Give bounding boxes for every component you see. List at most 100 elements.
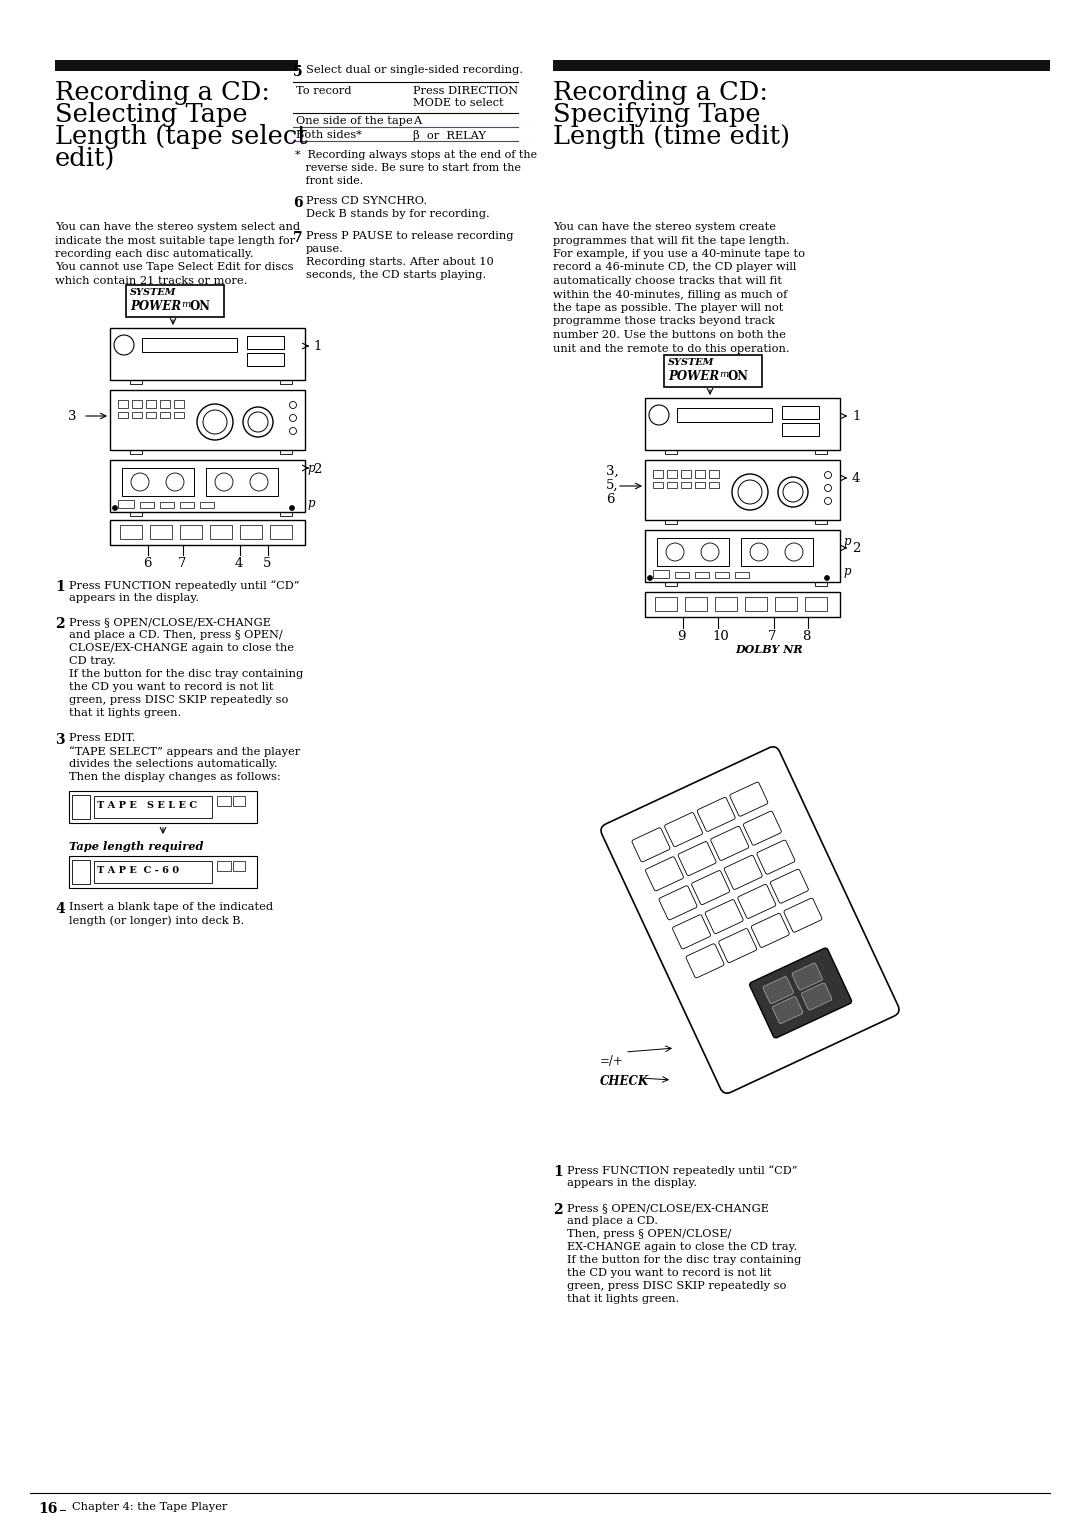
FancyBboxPatch shape (801, 983, 832, 1010)
Bar (94, 860, 212, 883)
Bar (160, 503, 174, 507)
FancyBboxPatch shape (784, 898, 822, 932)
Bar (69, 856, 257, 888)
Text: 3,: 3, (606, 465, 619, 478)
FancyBboxPatch shape (725, 856, 762, 889)
Text: Then, press § OPEN/CLOSE/: Then, press § OPEN/CLOSE/ (567, 1229, 731, 1239)
Text: If the button for the disc tray containing: If the button for the disc tray containi… (69, 669, 303, 678)
Text: 2: 2 (553, 1203, 563, 1216)
Text: automatically choose tracks that will fit: automatically choose tracks that will fi… (553, 277, 782, 286)
Bar (745, 597, 767, 611)
Bar (110, 390, 305, 451)
Text: programme those tracks beyond track: programme those tracks beyond track (553, 316, 774, 327)
Bar (174, 400, 184, 408)
Bar (645, 591, 840, 617)
Text: Press CD SYNCHRO.: Press CD SYNCHRO. (306, 196, 427, 206)
Bar (653, 481, 663, 487)
Text: 3: 3 (55, 733, 65, 747)
Text: that it lights green.: that it lights green. (69, 707, 181, 718)
Bar (210, 526, 232, 539)
FancyBboxPatch shape (772, 996, 802, 1024)
FancyBboxPatch shape (659, 886, 697, 920)
Text: Insert a blank tape of the indicated: Insert a blank tape of the indicated (69, 902, 273, 912)
Bar (645, 530, 840, 582)
FancyBboxPatch shape (632, 828, 670, 862)
Bar (130, 512, 141, 516)
FancyBboxPatch shape (738, 885, 775, 918)
Text: POWER: POWER (669, 370, 719, 384)
Text: ON: ON (189, 299, 210, 313)
Text: If the button for the disc tray containing: If the button for the disc tray containi… (567, 1254, 801, 1265)
Text: m: m (181, 299, 190, 309)
Text: Then the display changes as follows:: Then the display changes as follows: (69, 772, 281, 782)
Bar (233, 796, 245, 805)
Text: CD tray.: CD tray. (69, 656, 116, 666)
Bar (200, 503, 214, 507)
Bar (280, 451, 292, 454)
Bar (160, 400, 170, 408)
Bar (110, 520, 305, 545)
Text: Both sides*: Both sides* (296, 130, 362, 141)
Text: SYSTEM: SYSTEM (669, 358, 714, 367)
Text: Select dual or single-sided recording.: Select dual or single-sided recording. (306, 66, 523, 75)
Text: Tape length required: Tape length required (69, 840, 203, 853)
Bar (180, 503, 194, 507)
FancyBboxPatch shape (743, 811, 781, 845)
Bar (55, 60, 298, 70)
Bar (664, 354, 762, 387)
Text: indicate the most suitable tape length for: indicate the most suitable tape length f… (55, 235, 295, 246)
Text: POWER: POWER (130, 299, 181, 313)
Text: “TAPE SELECT” appears and the player: “TAPE SELECT” appears and the player (69, 746, 300, 756)
Bar (130, 380, 141, 384)
Text: 6: 6 (143, 558, 151, 570)
Bar (132, 413, 141, 419)
Bar (708, 471, 719, 478)
Bar (233, 860, 245, 871)
FancyBboxPatch shape (752, 914, 789, 947)
Bar (280, 380, 292, 384)
Bar (174, 413, 184, 419)
Bar (118, 400, 129, 408)
Circle shape (648, 576, 652, 581)
Text: 4: 4 (235, 558, 243, 570)
FancyBboxPatch shape (678, 842, 716, 876)
Bar (696, 481, 705, 487)
Bar (665, 451, 677, 454)
Text: 5,: 5, (606, 478, 619, 492)
Text: Press § OPEN/CLOSE/EX-CHANGE: Press § OPEN/CLOSE/EX-CHANGE (69, 617, 271, 626)
Text: To record: To record (296, 86, 351, 96)
Bar (72, 860, 90, 885)
Bar (681, 471, 691, 478)
Bar (126, 286, 224, 316)
Bar (146, 400, 156, 408)
Bar (247, 353, 284, 367)
Bar (715, 597, 737, 611)
Bar (741, 538, 813, 565)
Text: =/+: =/+ (600, 1054, 624, 1068)
FancyBboxPatch shape (691, 871, 730, 905)
Text: p: p (307, 497, 314, 510)
Text: EX-CHANGE again to close the CD tray.: EX-CHANGE again to close the CD tray. (567, 1242, 797, 1251)
Text: You can have the stereo system select and: You can have the stereo system select an… (55, 222, 300, 232)
Text: Recording starts. After about 10: Recording starts. After about 10 (306, 257, 494, 267)
Text: 1: 1 (313, 341, 322, 353)
Text: 1: 1 (55, 581, 65, 594)
Text: T A P E  C - 6 0: T A P E C - 6 0 (97, 866, 179, 876)
Text: number 20. Use the buttons on both the: number 20. Use the buttons on both the (553, 330, 786, 341)
Text: divides the selections automatically.: divides the selections automatically. (69, 759, 278, 769)
Bar (654, 597, 677, 611)
Text: 2: 2 (55, 617, 65, 631)
Bar (130, 451, 141, 454)
Text: green, press DISC SKIP repeatedly so: green, press DISC SKIP repeatedly so (69, 695, 288, 704)
Text: 16: 16 (38, 1502, 57, 1516)
Text: 7: 7 (178, 558, 187, 570)
Bar (94, 796, 212, 817)
Text: unit and the remote to do this operation.: unit and the remote to do this operation… (553, 344, 789, 353)
Text: Press P PAUSE to release recording: Press P PAUSE to release recording (306, 231, 513, 241)
Bar (240, 526, 262, 539)
Bar (715, 571, 729, 578)
Text: 8: 8 (802, 630, 810, 643)
Text: p: p (307, 461, 314, 475)
FancyBboxPatch shape (698, 798, 735, 831)
Text: β  or  RELAY: β or RELAY (413, 130, 486, 141)
